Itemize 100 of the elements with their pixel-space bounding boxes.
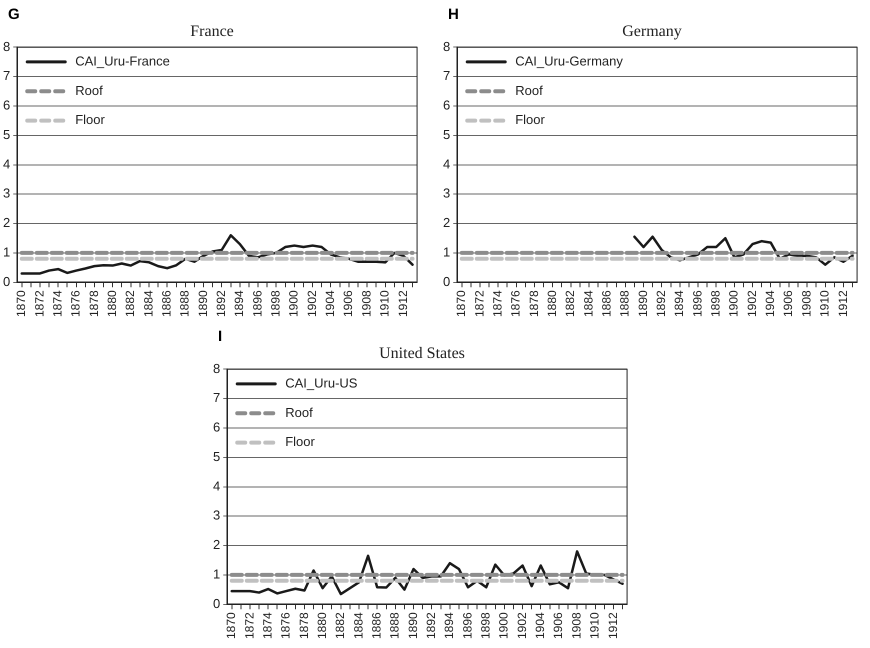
x-tick-label: 1904	[533, 612, 548, 640]
legend-label: Roof	[515, 82, 544, 98]
x-tick-label: 1896	[460, 612, 474, 640]
y-tick-label: 1	[442, 244, 450, 260]
y-tick-label: 1	[2, 244, 10, 260]
x-tick-label: 1900	[496, 612, 511, 640]
y-tick-label: 4	[2, 156, 10, 172]
x-tick-label: 1886	[159, 290, 174, 318]
x-tick-label: 1910	[588, 612, 602, 640]
y-tick-label: 0	[442, 274, 450, 289]
x-tick-label: 1910	[818, 290, 832, 318]
x-tick-label: 1874	[260, 612, 274, 640]
x-tick-label: 1888	[618, 290, 632, 318]
x-tick-label: 1906	[341, 290, 356, 318]
x-tick-label: 1884	[141, 290, 156, 318]
x-tick-label: 1888	[388, 612, 402, 640]
x-tick-label: 1874	[50, 290, 64, 318]
x-tick-label: 1870	[224, 612, 238, 640]
y-tick-label: 1	[212, 566, 220, 582]
y-tick-label: 4	[442, 156, 450, 172]
x-tick-label: 1898	[478, 612, 493, 640]
legend-label: Floor	[515, 112, 546, 128]
x-tick-label: 1888	[178, 290, 192, 318]
x-tick-label: 1906	[781, 290, 796, 318]
x-tick-label: 1876	[278, 612, 293, 640]
x-tick-label: 1874	[490, 290, 504, 318]
x-tick-label: 1880	[544, 290, 559, 318]
x-tick-label: 1872	[472, 290, 486, 318]
y-tick-label: 8	[2, 38, 10, 54]
x-tick-label: 1910	[378, 290, 392, 318]
y-tick-label: 0	[212, 596, 220, 611]
x-tick-label: 1904	[323, 290, 338, 318]
x-tick-label: 1912	[836, 290, 850, 318]
y-tick-label: 3	[442, 186, 450, 201]
y-tick-label: 7	[442, 68, 450, 84]
x-tick-label: 1908	[799, 290, 814, 318]
x-tick-label: 1880	[314, 612, 329, 640]
legend-label: CAI_Uru-US	[285, 375, 358, 390]
x-tick-label: 1902	[744, 290, 759, 318]
x-tick-label: 1912	[396, 290, 410, 318]
legend-label: Floor	[75, 112, 106, 128]
x-tick-label: 1896	[690, 290, 704, 318]
x-tick-label: 1878	[296, 612, 311, 640]
y-tick-label: 6	[212, 420, 220, 435]
x-tick-label: 1912	[606, 612, 620, 640]
y-tick-label: 2	[442, 215, 450, 230]
y-tick-label: 6	[442, 98, 450, 113]
x-tick-label: 1882	[563, 290, 578, 318]
text: H	[448, 6, 459, 23]
legend-label: Floor	[285, 434, 316, 450]
x-tick-label: 1882	[333, 612, 348, 640]
x-tick-label: 1890	[636, 290, 650, 318]
x-tick-label: 1886	[599, 290, 614, 318]
x-tick-label: 1886	[369, 612, 384, 640]
x-tick-label: 1894	[442, 612, 456, 640]
y-tick-label: 7	[2, 68, 10, 84]
legend-label: Roof	[75, 82, 104, 98]
x-tick-label: 1894	[232, 290, 246, 318]
y-tick-label: 8	[442, 38, 450, 54]
x-tick-label: 1876	[68, 290, 83, 318]
y-tick-label: 7	[212, 390, 220, 406]
legend-label: CAI_Uru-Germany	[515, 53, 624, 68]
x-tick-label: 1884	[351, 612, 366, 640]
x-tick-label: 1872	[242, 612, 256, 640]
x-tick-label: 1908	[569, 612, 584, 640]
x-tick-label: 1872	[32, 290, 46, 318]
x-tick-label: 1902	[514, 612, 529, 640]
y-tick-label: 5	[212, 448, 220, 464]
x-tick-label: 1898	[268, 290, 283, 318]
chart-title: Germany	[622, 22, 682, 40]
x-tick-label: 1908	[359, 290, 374, 318]
x-tick-label: 1900	[726, 290, 741, 318]
x-tick-label: 1890	[406, 612, 420, 640]
x-tick-label: 1892	[654, 290, 668, 318]
x-tick-label: 1900	[286, 290, 301, 318]
x-tick-label: 1878	[526, 290, 541, 318]
y-tick-label: 4	[212, 478, 220, 494]
x-tick-label: 1898	[708, 290, 723, 318]
x-tick-label: 1870	[14, 290, 28, 318]
x-tick-label: 1884	[581, 290, 596, 318]
y-tick-label: 6	[2, 98, 10, 113]
y-tick-label: 3	[212, 508, 220, 523]
y-tick-label: 8	[212, 360, 220, 376]
text: G	[8, 6, 20, 23]
x-tick-label: 1878	[86, 290, 101, 318]
y-tick-label: 0	[2, 274, 10, 289]
y-tick-label: 5	[442, 126, 450, 142]
text: I	[218, 328, 222, 345]
legend-label: Roof	[285, 404, 314, 420]
x-tick-label: 1882	[123, 290, 138, 318]
x-tick-label: 1880	[104, 290, 119, 318]
x-tick-label: 1892	[214, 290, 228, 318]
x-tick-label: 1876	[508, 290, 523, 318]
x-tick-label: 1894	[672, 290, 686, 318]
chart-title: United States	[379, 344, 465, 362]
x-tick-label: 1892	[424, 612, 438, 640]
y-tick-label: 5	[2, 126, 10, 142]
x-tick-label: 1904	[763, 290, 778, 318]
y-tick-label: 3	[2, 186, 10, 201]
x-tick-label: 1896	[250, 290, 264, 318]
